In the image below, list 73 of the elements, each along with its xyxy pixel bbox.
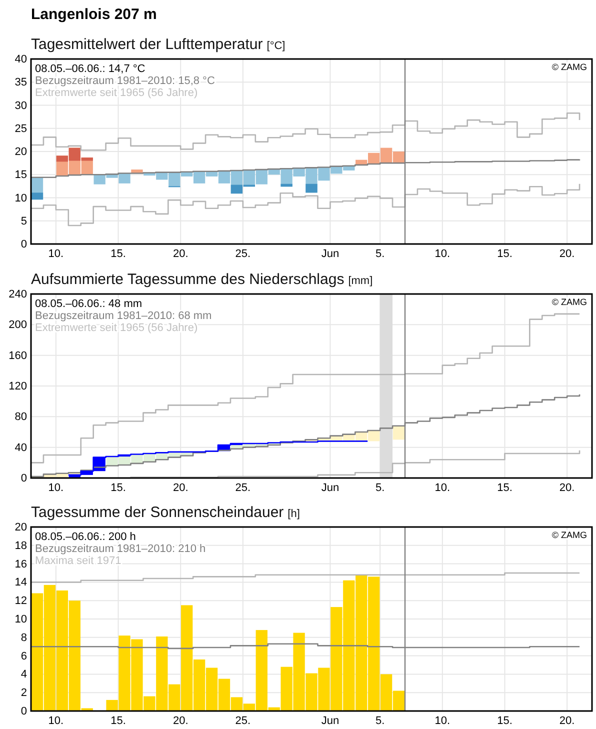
y-tick-label: 160	[8, 350, 27, 362]
x-tick-label: 20.	[172, 714, 188, 727]
annotation: © ZAMG	[552, 297, 587, 307]
x-tick-label: 10.	[434, 248, 450, 260]
y-tick-label: 20	[14, 146, 27, 158]
chart-subtitle: Tagesmittelwert der Lufttemperatur	[31, 36, 263, 53]
annotation: Extremwerte seit 1965 (56 Jahre)	[35, 322, 198, 334]
y-tick-label: 15	[14, 169, 27, 182]
y-tick-label: 80	[14, 411, 27, 424]
x-tick-label: 15.	[110, 248, 126, 260]
y-tick-label: 18	[14, 540, 27, 552]
x-tick-label: Jun	[321, 714, 340, 727]
y-tick-label: 16	[14, 558, 27, 570]
x-tick-label: 20.	[559, 248, 575, 260]
x-tick-label: 10.	[434, 482, 450, 494]
y-tick-label: 12	[14, 595, 27, 608]
x-tick-label: 25.	[235, 248, 251, 260]
chart-title: Langenlois 207 m	[31, 6, 157, 23]
y-tick-label: 0	[20, 238, 27, 251]
y-tick-label: 10	[14, 614, 27, 626]
annotation: © ZAMG	[552, 62, 587, 72]
chart-title: Aufsummierte Tagessumme des Niederschlags	[31, 271, 344, 288]
annotation: 08.05.–06.06.: 48 mm	[35, 298, 142, 310]
y-tick-label: 240	[8, 288, 27, 301]
x-tick-label: 20.	[559, 714, 575, 727]
x-tick-label: Jun	[321, 248, 340, 260]
y-axis-title: [°C]	[266, 40, 286, 52]
chart-title: Tagessumme der Sonnenscheindauer	[31, 504, 284, 521]
y-tick-label: 35	[14, 76, 27, 89]
x-tick-label: Jun	[321, 482, 340, 494]
y-tick-label: 40	[14, 54, 27, 66]
x-tick-label: 20.	[559, 482, 575, 494]
y-axis-title: [h]	[288, 508, 300, 520]
annotation: Bezugszeitraum 1981–2010: 210 h	[35, 543, 206, 555]
x-tick-label: 15.	[110, 482, 126, 494]
y-tick-label: 6	[20, 650, 27, 662]
y-tick-label: 40	[14, 442, 27, 454]
annotation: Bezugszeitraum 1981–2010: 68 mm	[35, 310, 212, 322]
y-tick-label: 5	[20, 215, 27, 228]
y-axis-title: [mm]	[348, 275, 373, 287]
y-tick-label: 14	[14, 576, 27, 589]
x-tick-label: 10.	[48, 714, 64, 727]
y-tick-label: 200	[8, 319, 27, 332]
x-tick-label: 10.	[434, 714, 450, 727]
y-tick-label: 25	[14, 122, 27, 135]
y-tick-label: 10	[14, 192, 27, 204]
x-tick-label: 25.	[235, 714, 251, 727]
x-tick-label: 15.	[497, 482, 512, 494]
annotation: 08.05.–06.06.: 200 h	[35, 531, 136, 543]
x-tick-label: 10.	[48, 248, 64, 260]
x-tick-label: 15.	[497, 248, 512, 260]
x-tick-label: 20.	[172, 482, 188, 494]
x-tick-label: 5.	[375, 714, 385, 727]
y-tick-label: 20	[14, 522, 27, 534]
y-tick-label: 4	[20, 668, 27, 681]
annotation: Maxima seit 1971	[35, 555, 122, 567]
y-tick-label: 2	[20, 687, 27, 700]
x-tick-label: 10.	[48, 482, 64, 494]
x-tick-label: 15.	[110, 714, 126, 727]
y-tick-label: 30	[14, 100, 27, 112]
annotation: Extremwerte seit 1965 (56 Jahre)	[35, 87, 198, 99]
y-tick-label: 0	[20, 706, 27, 718]
y-tick-label: 120	[8, 380, 27, 393]
x-tick-label: 5.	[375, 248, 385, 260]
annotation: © ZAMG	[552, 530, 587, 540]
annotation: 08.05.–06.06.: 14,7 °C	[35, 63, 146, 75]
x-tick-label: 25.	[235, 482, 251, 494]
x-tick-label: 20.	[172, 248, 188, 260]
x-tick-label: 15.	[497, 714, 512, 727]
y-tick-label: 0	[20, 472, 27, 485]
annotation: Bezugszeitraum 1981–2010: 15,8 °C	[35, 75, 215, 87]
x-tick-label: 5.	[375, 482, 385, 494]
y-tick-label: 8	[20, 632, 27, 644]
